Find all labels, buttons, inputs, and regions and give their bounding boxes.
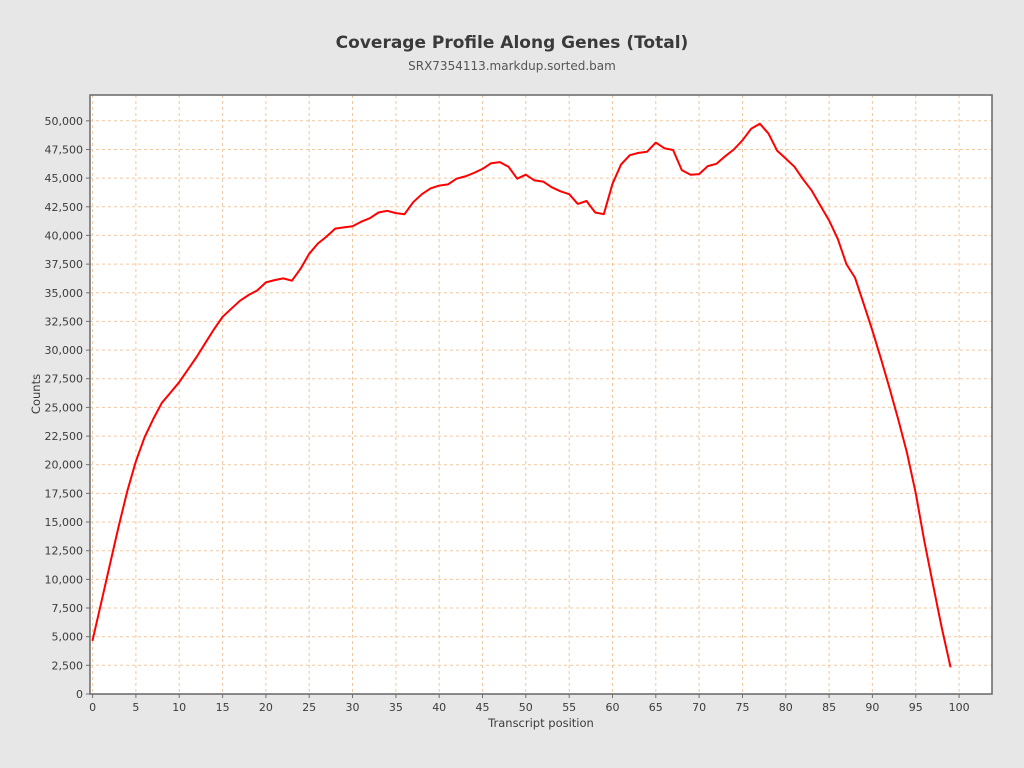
x-tick-label: 45 xyxy=(476,701,490,714)
x-tick-label: 75 xyxy=(736,701,750,714)
x-tick-label: 60 xyxy=(606,701,620,714)
y-tick-label: 47,500 xyxy=(45,144,84,157)
y-tick-label: 12,500 xyxy=(45,545,84,558)
y-tick-label: 27,500 xyxy=(45,373,84,386)
y-tick-label: 37,500 xyxy=(45,258,84,271)
y-tick-label: 42,500 xyxy=(45,201,84,214)
y-tick-label: 7,500 xyxy=(52,602,84,615)
chart-title: Coverage Profile Along Genes (Total) xyxy=(335,33,689,53)
coverage-line xyxy=(91,122,952,668)
chart-subtitle: SRX7354113.markdup.sorted.bam xyxy=(408,59,616,73)
x-tick-label: 5 xyxy=(132,701,139,714)
y-tick-label: 22,500 xyxy=(45,430,84,443)
y-tick-label: 30,000 xyxy=(45,344,84,357)
x-tick-label: 10 xyxy=(172,701,186,714)
plot-frame xyxy=(89,94,993,695)
plot-area xyxy=(90,95,992,694)
x-tick-label: 40 xyxy=(432,701,446,714)
x-tick-label: 0 xyxy=(89,701,96,714)
x-tick-label: 90 xyxy=(865,701,879,714)
y-axis-label: Counts xyxy=(29,373,43,415)
x-tick-label: 95 xyxy=(909,701,923,714)
y-tick-label: 25,000 xyxy=(45,401,84,414)
y-tick-label: 5,000 xyxy=(52,631,84,644)
y-tick-label: 45,000 xyxy=(45,172,84,185)
x-tick-label: 30 xyxy=(346,701,360,714)
y-tick-label: 40,000 xyxy=(45,229,84,242)
x-tick-label: 25 xyxy=(302,701,316,714)
x-tick-label: 70 xyxy=(692,701,706,714)
x-tick-label: 35 xyxy=(389,701,403,714)
y-tick-label: 50,000 xyxy=(45,115,84,128)
x-tick-label: 55 xyxy=(562,701,576,714)
x-tick-label: 85 xyxy=(822,701,836,714)
y-tick-label: 0 xyxy=(76,688,83,701)
y-tick-label: 32,500 xyxy=(45,315,84,328)
y-tick-label: 20,000 xyxy=(45,459,84,472)
x-tick-label: 65 xyxy=(649,701,663,714)
y-tick-label: 15,000 xyxy=(45,516,84,529)
y-tick-label: 17,500 xyxy=(45,487,84,500)
x-tick-label: 15 xyxy=(216,701,230,714)
y-tick-label: 35,000 xyxy=(45,287,84,300)
x-axis-label: Transcript position xyxy=(488,716,594,730)
x-tick-label: 20 xyxy=(259,701,273,714)
y-tick-label: 2,500 xyxy=(52,659,84,672)
x-tick-label: 100 xyxy=(949,701,970,714)
y-tick-label: 10,000 xyxy=(45,573,84,586)
x-tick-label: 50 xyxy=(519,701,533,714)
x-tick-label: 80 xyxy=(779,701,793,714)
